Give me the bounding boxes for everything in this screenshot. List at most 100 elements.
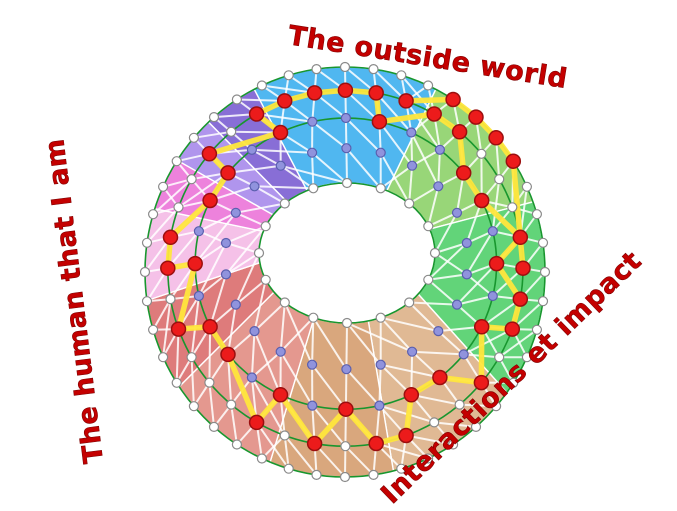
- ring-A-node: [141, 237, 153, 248]
- mesh-line: [208, 382, 215, 428]
- donut-generated-layers: [139, 61, 551, 483]
- mesh-line: [198, 273, 227, 297]
- mesh-line: [427, 211, 458, 228]
- ring-B-node: [279, 430, 290, 441]
- red-node: [202, 192, 218, 209]
- red-node: [403, 387, 420, 403]
- mesh-line: [283, 435, 290, 469]
- ring-D-node: [220, 269, 232, 280]
- mesh-line: [279, 317, 315, 353]
- red-node: [505, 153, 522, 169]
- mesh-line: [251, 148, 313, 154]
- red-node: [248, 414, 265, 431]
- ring-D-node: [407, 160, 418, 171]
- ring-E-node: [308, 183, 319, 194]
- mesh-line: [408, 301, 440, 332]
- red-node: [371, 113, 388, 130]
- red-node: [337, 82, 354, 98]
- mesh-line: [346, 322, 413, 353]
- ring-B-node: [429, 417, 440, 428]
- mesh-line: [261, 84, 315, 94]
- ring-A-node: [188, 132, 199, 143]
- mesh-line: [412, 350, 464, 356]
- mesh-line: [190, 357, 195, 407]
- mesh-line: [235, 211, 267, 228]
- ring-D-node: [341, 143, 352, 154]
- ring-B-node: [186, 174, 197, 185]
- ring-C-node: [246, 372, 257, 383]
- red-node: [473, 192, 490, 209]
- mesh-line: [408, 165, 414, 204]
- mesh-line: [434, 242, 468, 254]
- ring-A-node: [537, 296, 549, 307]
- mesh-line: [411, 393, 460, 406]
- mesh-line: [380, 164, 413, 190]
- ring-E-node: [423, 221, 434, 232]
- ring-D-node: [433, 181, 444, 192]
- mesh-line: [466, 273, 494, 297]
- red-node: [473, 319, 490, 335]
- mesh-line: [253, 279, 267, 332]
- ring-A-node: [521, 352, 533, 363]
- mesh-line: [225, 225, 267, 244]
- mesh-line: [198, 211, 237, 233]
- mesh-line: [311, 152, 315, 189]
- mesh-line: [405, 434, 454, 446]
- ring-A-node: [448, 439, 459, 450]
- red-node: [445, 91, 461, 108]
- mesh-line: [465, 230, 494, 275]
- mesh-line: [283, 434, 318, 476]
- mesh-line: [162, 298, 172, 358]
- mesh-line: [410, 132, 414, 166]
- mesh-line: [254, 185, 286, 205]
- ring-D-node: [451, 299, 463, 310]
- ring-E-node: [404, 297, 415, 308]
- ring-E-node: [253, 247, 265, 259]
- mesh-line: [250, 331, 256, 378]
- mesh-line: [427, 186, 440, 227]
- red-node: [512, 229, 529, 246]
- mesh-line: [498, 328, 538, 359]
- mesh-line: [434, 212, 458, 254]
- ring-E-node: [404, 198, 415, 209]
- mesh-line: [378, 364, 382, 406]
- mesh-line: [280, 164, 314, 190]
- red-node: [368, 435, 384, 452]
- ring-D-node: [461, 269, 472, 280]
- ring-A-node: [283, 70, 294, 81]
- yellow-path: [403, 96, 526, 271]
- ring-E-node: [375, 312, 386, 323]
- red-node: [398, 93, 414, 109]
- mesh-line: [345, 322, 348, 370]
- red-node: [468, 109, 484, 125]
- mesh-line: [459, 403, 497, 408]
- mesh-line: [345, 147, 382, 189]
- ring-D-node: [230, 299, 241, 310]
- mesh-line: [434, 252, 468, 276]
- ring-A-node: [148, 209, 159, 220]
- mesh-line: [261, 434, 286, 460]
- ring-D-node: [307, 359, 318, 370]
- ring-A-node: [231, 439, 242, 450]
- ring-C-node: [406, 127, 417, 138]
- ring-E-node: [260, 221, 271, 232]
- red-node: [306, 85, 323, 101]
- ring-B-node: [165, 294, 176, 305]
- ring-C-node: [193, 290, 204, 302]
- mesh-line: [230, 404, 238, 445]
- ring-D-node: [249, 326, 260, 337]
- mesh-line: [408, 185, 439, 205]
- mesh-line: [146, 206, 180, 244]
- ring-A-node: [531, 324, 543, 335]
- mesh-line: [463, 328, 513, 356]
- mesh-line: [427, 279, 458, 306]
- ring-D-node: [433, 326, 444, 337]
- ring-A-node: [231, 94, 242, 105]
- red-node: [426, 106, 442, 122]
- ring-A-node: [491, 401, 502, 412]
- ring-E-node: [341, 177, 353, 189]
- mesh-line: [456, 262, 498, 306]
- mesh-line: [311, 151, 348, 184]
- mesh-line: [311, 317, 315, 365]
- ring-A-node: [396, 463, 407, 474]
